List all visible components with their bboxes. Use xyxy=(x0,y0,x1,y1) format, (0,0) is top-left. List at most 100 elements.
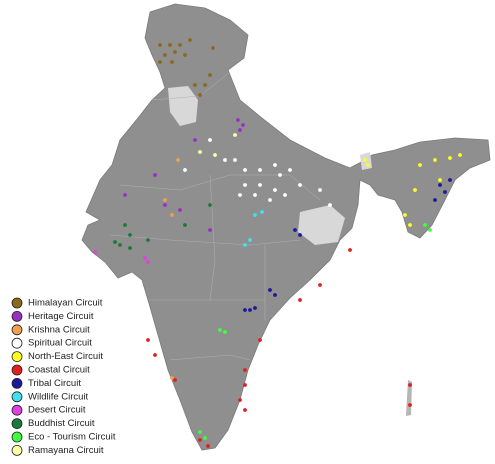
circuit-dot xyxy=(208,203,212,207)
legend-label: North-East Circuit xyxy=(28,351,103,362)
circuit-dot xyxy=(458,153,462,157)
circuit-dot xyxy=(433,158,437,162)
circuit-dot xyxy=(318,188,322,192)
circuit-dot xyxy=(203,83,207,87)
legend-swatch xyxy=(11,418,23,430)
circuit-dot xyxy=(163,198,167,202)
circuit-dot xyxy=(243,368,247,372)
circuit-dot xyxy=(243,408,247,412)
legend-label: Desert Circuit xyxy=(28,405,86,416)
legend-swatch xyxy=(11,391,23,403)
circuit-dot xyxy=(408,223,412,227)
circuit-dot xyxy=(288,168,292,172)
circuit-dot xyxy=(298,233,302,237)
circuit-dot xyxy=(268,288,272,292)
circuit-dot xyxy=(363,158,367,162)
circuit-dot xyxy=(233,133,237,137)
circuit-dot xyxy=(243,308,247,312)
circuit-dot xyxy=(146,338,150,342)
circuit-dot xyxy=(193,83,197,87)
circuit-dot xyxy=(241,123,245,127)
circuit-dot xyxy=(248,238,252,242)
legend-swatch xyxy=(11,377,23,389)
circuit-dot xyxy=(203,436,207,440)
circuit-dot xyxy=(438,183,442,187)
circuit-dot xyxy=(258,168,262,172)
circuit-dot xyxy=(223,330,227,334)
circuit-dot xyxy=(170,60,174,64)
circuit-dot xyxy=(413,188,417,192)
circuit-dot xyxy=(328,203,332,207)
circuit-dot xyxy=(260,210,264,214)
circuit-dot xyxy=(173,50,177,54)
circuit-dot xyxy=(176,158,180,162)
circuit-dot xyxy=(278,173,282,177)
legend-label: Wildlife Circuit xyxy=(28,391,89,402)
circuit-dot xyxy=(146,260,150,264)
circuit-dot xyxy=(208,228,212,232)
circuit-dot xyxy=(218,328,222,332)
circuit-dot xyxy=(423,223,427,227)
circuit-dot xyxy=(253,306,257,310)
circuit-dot xyxy=(163,53,167,57)
circuit-dot xyxy=(153,353,157,357)
circuit-dot xyxy=(293,228,297,232)
circuit-dot xyxy=(173,378,177,382)
circuit-dot xyxy=(193,138,197,142)
circuit-dot xyxy=(198,438,202,442)
circuit-dot xyxy=(318,283,322,287)
andaman-islands xyxy=(406,380,412,416)
india-outline xyxy=(81,3,491,451)
legend-swatch xyxy=(11,444,23,456)
circuit-dot xyxy=(243,243,247,247)
circuit-dot xyxy=(236,118,240,122)
circuit-dot xyxy=(188,38,192,42)
circuit-dot xyxy=(206,444,210,448)
legend-label: Eco - Tourism Circuit xyxy=(28,432,116,443)
circuit-dot xyxy=(128,246,132,250)
circuit-dot xyxy=(153,173,157,177)
circuit-dot xyxy=(428,228,432,232)
circuit-dot xyxy=(448,178,452,182)
circuit-dot xyxy=(238,193,242,197)
light-region xyxy=(168,86,198,126)
circuit-dot xyxy=(183,53,187,57)
circuit-dot xyxy=(178,208,182,212)
legend: Himalayan Circuit Heritage Circuit Krishna… xyxy=(11,297,116,456)
circuit-dot xyxy=(178,43,182,47)
circuit-dot xyxy=(146,238,150,242)
legend-label: Himalayan Circuit xyxy=(28,298,103,309)
circuit-dot xyxy=(448,156,452,160)
circuit-dot xyxy=(443,190,447,194)
legend-swatch xyxy=(11,324,23,336)
circuit-dot xyxy=(163,203,167,207)
circuit-dot xyxy=(408,403,412,407)
circuit-dot xyxy=(158,43,162,47)
circuit-dot xyxy=(248,308,252,312)
circuit-dot xyxy=(418,163,422,167)
circuit-dot xyxy=(198,93,202,97)
circuit-dot xyxy=(208,138,212,142)
circuit-dot xyxy=(273,293,277,297)
circuit-dot xyxy=(403,213,407,217)
circuit-dot xyxy=(93,250,97,254)
circuit-dot xyxy=(253,193,257,197)
circuit-dot xyxy=(298,183,302,187)
circuit-dot xyxy=(348,248,352,252)
legend-swatch xyxy=(11,297,23,309)
legend-label: Heritage Circuit xyxy=(28,311,94,322)
circuit-dot xyxy=(213,153,217,157)
circuit-dot xyxy=(438,178,442,182)
legend-swatch xyxy=(11,364,23,376)
circuit-dot xyxy=(143,256,147,260)
circuit-dot xyxy=(128,233,132,237)
legend-swatch xyxy=(11,310,23,322)
circuit-dot xyxy=(198,430,202,434)
legend-label: Spiritual Circuit xyxy=(28,338,92,349)
legend-swatch xyxy=(11,351,23,363)
legend-swatch xyxy=(11,337,23,349)
legend-label: Krishna Circuit xyxy=(28,324,90,335)
circuit-dot xyxy=(238,128,242,132)
circuit-dot xyxy=(253,213,257,217)
